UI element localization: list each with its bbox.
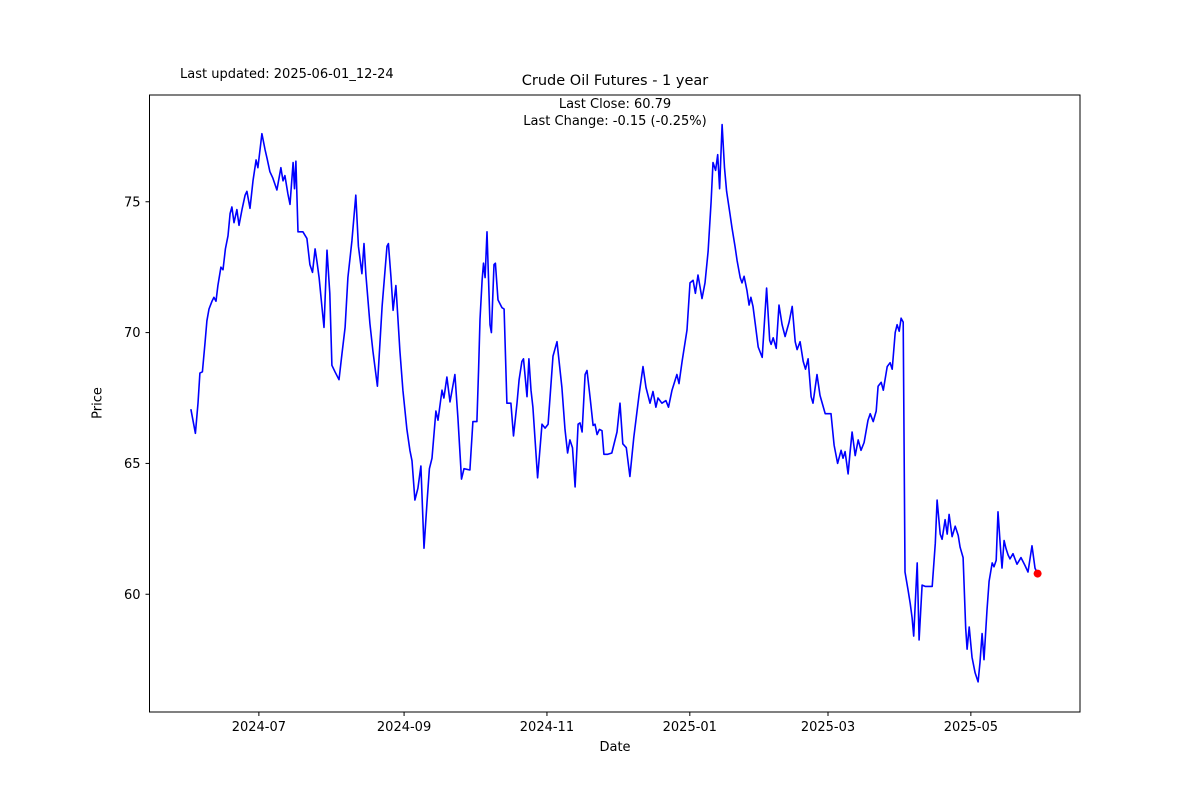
x-tick-label: 2025-03 [801, 720, 855, 735]
x-tick-label: 2024-09 [377, 720, 431, 735]
y-tick-label: 60 [124, 588, 141, 603]
last-close-marker [1033, 569, 1042, 578]
x-axis-label: Date [599, 740, 631, 755]
x-tick-label: 2024-07 [232, 720, 286, 735]
chart-title: Crude Oil Futures - 1 year [521, 73, 709, 89]
last-close-annotation: Last Close: 60.79 [558, 97, 672, 112]
last-updated-text: Last updated: 2025-06-01_12-24 [180, 67, 394, 82]
plot-border [149, 94, 1081, 713]
y-tick-label: 75 [124, 195, 141, 210]
last-change-annotation: Last Change: -0.15 (-0.25%) [523, 114, 707, 129]
x-tick-label: 2024-11 [520, 720, 574, 735]
x-tick-label: 2025-01 [663, 720, 717, 735]
x-tick-label: 2025-05 [944, 720, 998, 735]
y-tick-label: 70 [124, 326, 141, 341]
y-tick-label: 65 [124, 457, 141, 472]
price-line [190, 123, 1039, 683]
